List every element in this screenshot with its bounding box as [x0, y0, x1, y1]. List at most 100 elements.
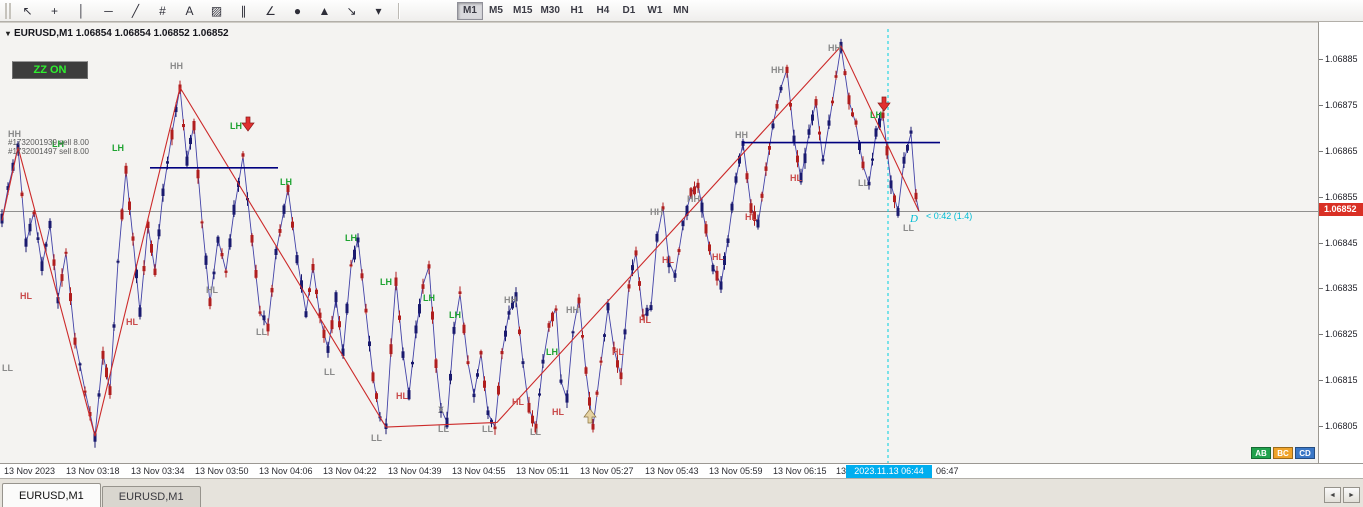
- swing-label: HL: [790, 173, 802, 183]
- price-tick-label: 1.06825: [1325, 329, 1358, 340]
- channel-icon[interactable]: ∥: [240, 3, 247, 18]
- zz-toggle-button[interactable]: ZZ ON: [12, 61, 88, 79]
- swing-label: HL: [20, 291, 32, 301]
- price-axis[interactable]: 1.06885 1.06875 1.06865 1.06855 1.06845 1.068…: [1318, 22, 1363, 463]
- arrow-style-icon[interactable]: ↘: [346, 3, 357, 18]
- time-tick-label: 13 Nov 06:15: [773, 466, 827, 476]
- price-tick-label: 1.06815: [1325, 375, 1358, 386]
- swing-label: HL: [612, 347, 624, 357]
- candle-countdown: < 0:42 (1.4): [926, 211, 972, 221]
- timeframe-d1-button[interactable]: D1: [622, 5, 636, 16]
- fibonacci-icon[interactable]: #: [159, 3, 166, 18]
- pattern-badge-cd[interactable]: CD: [1295, 447, 1315, 459]
- price-tick-mark: [1319, 150, 1323, 152]
- timeframe-m5-button[interactable]: M5: [489, 5, 503, 16]
- time-tick-label: 13 Nov 04:22: [323, 466, 377, 476]
- swing-label: LL: [256, 327, 267, 337]
- swing-label: LH: [112, 143, 124, 153]
- time-tick-label: 13 Nov 03:18: [66, 466, 120, 476]
- candles: [0, 38, 918, 448]
- swing-label: LL: [903, 223, 914, 233]
- triangle-icon[interactable]: ▲: [318, 3, 331, 18]
- chart-area[interactable]: HH LH HL LL LH HL HH LH LH HL LL LH LL LH LL HL LH LL LH LL…: [0, 22, 1318, 463]
- order-label: #1732001497 sell 8.00: [8, 147, 90, 156]
- timeframe-h4-button[interactable]: H4: [596, 5, 610, 16]
- price-tick-label: 1.06875: [1325, 99, 1358, 110]
- swing-label: HL: [512, 397, 524, 407]
- time-tick-label: 06:47: [936, 466, 959, 476]
- time-tick-label: 13 Nov 04:06: [259, 466, 313, 476]
- swing-label: X: [438, 405, 444, 415]
- symbol-dropdown-icon[interactable]: ▾: [6, 29, 11, 38]
- price-tick-label: 1.06805: [1325, 421, 1358, 431]
- time-tick-label: 13 Nov 05:27: [580, 466, 634, 476]
- pattern-badge-ab[interactable]: AB: [1251, 447, 1271, 459]
- swing-label: LH: [870, 110, 882, 120]
- price-chart[interactable]: HH LH HL LL LH HL HH LH LH HL LL LH LL LH LL HL LH LL LH LL…: [0, 23, 1318, 463]
- swing-label: HL: [745, 212, 757, 222]
- pattern-point-d: D: [909, 213, 918, 225]
- chart-tab-1[interactable]: EURUSD,M1: [101, 486, 201, 507]
- timeframe-h1-button[interactable]: H1: [570, 5, 584, 16]
- price-tick-mark: [1319, 242, 1323, 244]
- swing-label: HH: [8, 129, 21, 139]
- price-tick-mark: [1319, 104, 1323, 106]
- swing-label: LH: [345, 233, 357, 243]
- zigzag-major-line: [1, 45, 920, 437]
- price-tick-label: 1.06835: [1325, 283, 1358, 294]
- swing-label: LL: [371, 433, 382, 443]
- timeframe-mn-button[interactable]: MN: [673, 5, 689, 16]
- pattern-icon[interactable]: ▨: [210, 3, 223, 18]
- swing-label: HL: [206, 285, 218, 295]
- buy-arrow-icon: [583, 408, 597, 424]
- price-tick-mark: [1319, 196, 1323, 198]
- horizontal-line-icon[interactable]: ─: [104, 3, 113, 18]
- pointer-icon[interactable]: ↖: [22, 3, 33, 18]
- pattern-badge-bc[interactable]: BC: [1273, 447, 1293, 459]
- toolbar-grip[interactable]: [5, 2, 11, 19]
- swing-label: HH: [566, 305, 579, 315]
- ellipse-icon[interactable]: ●: [293, 3, 302, 18]
- chart-tab-0[interactable]: EURUSD,M1: [2, 483, 101, 507]
- dropdown-caret-icon[interactable]: ▾: [375, 3, 382, 18]
- swing-label: LH: [280, 177, 292, 187]
- swing-label: LL: [858, 178, 869, 188]
- current-price-tag: 1.06852: [1319, 203, 1363, 217]
- toolbar-separator: [398, 2, 399, 19]
- signal-arrows: [241, 96, 891, 424]
- swing-label: LL: [2, 363, 13, 373]
- selected-time-highlight: 2023.11.13 06:44: [846, 465, 932, 478]
- swing-label: LH: [423, 293, 435, 303]
- tab-scroll-left-button[interactable]: ◄: [1324, 487, 1341, 503]
- swing-label: LH: [380, 277, 392, 287]
- price-tick-label: 1.06855: [1325, 191, 1358, 202]
- text-icon[interactable]: A: [185, 3, 194, 18]
- timeframe-m1-button[interactable]: M1: [457, 1, 483, 20]
- timeframe-m30-button[interactable]: M30: [540, 5, 560, 16]
- swing-label: HH: [170, 61, 183, 71]
- swing-label: HH: [650, 207, 663, 217]
- price-tick-label: 1.06885: [1325, 54, 1358, 64]
- time-tick-label: 13 Nov 03:34: [131, 466, 185, 476]
- time-axis[interactable]: 13 Nov 2023 13 Nov 03:18 13 Nov 03:34 13 No…: [0, 463, 1363, 478]
- time-tick-label: 13: [836, 466, 847, 476]
- vertical-line-icon[interactable]: │: [77, 3, 86, 18]
- trendline-icon[interactable]: ╱: [131, 3, 140, 18]
- tab-scroll-right-button[interactable]: ►: [1343, 487, 1360, 503]
- symbol-ohlc-text: EURUSD,M1 1.06854 1.06854 1.06852 1.0685…: [14, 28, 229, 39]
- swing-label: HL: [126, 317, 138, 327]
- swing-label: LL: [530, 427, 541, 437]
- chart-title: ▾ EURUSD,M1 1.06854 1.06854 1.06852 1.06…: [6, 28, 229, 39]
- timeframe-m15-button[interactable]: M15: [513, 5, 533, 16]
- time-tick-label: 13 Nov 05:43: [645, 466, 699, 476]
- angle-icon[interactable]: ∠: [265, 3, 276, 18]
- price-tick-label: 1.06865: [1325, 145, 1358, 156]
- timeframe-w1-button[interactable]: W1: [647, 5, 663, 16]
- order-label: #1732001939 sell 8.00: [8, 138, 90, 147]
- swing-label: LH: [449, 310, 461, 320]
- price-tick-mark: [1319, 334, 1323, 336]
- crosshair-icon[interactable]: +: [50, 3, 58, 18]
- tab-scroll-buttons: ◄ ►: [1324, 487, 1360, 503]
- swing-label: LL: [324, 367, 335, 377]
